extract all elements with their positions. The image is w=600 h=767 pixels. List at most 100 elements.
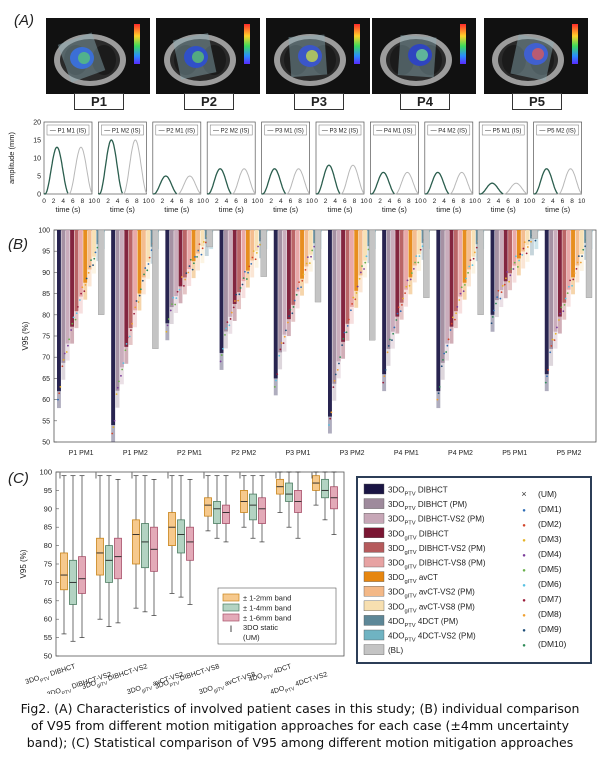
box (249, 493, 257, 521)
bar-uncertainty-band (534, 230, 539, 250)
bar-scatter-point (111, 432, 114, 435)
bar (471, 230, 476, 257)
motion-xtick: 0 (42, 198, 46, 205)
bar-scatter-point (68, 338, 71, 341)
bar (70, 230, 75, 327)
bar-scatter-point (310, 255, 312, 258)
bar (78, 230, 83, 297)
legend-marker-symbol: ● (522, 508, 526, 514)
bar-scatter-point (300, 286, 302, 289)
static-legend-sub: (UM) (243, 633, 260, 642)
bar (241, 230, 246, 282)
motion-xtick: 0 (369, 198, 373, 205)
motion-trace-light (176, 175, 202, 195)
bar (200, 230, 205, 247)
motion-legend-box (427, 124, 471, 136)
bar (571, 230, 575, 278)
bar-scatter-point (305, 262, 308, 265)
bar-scatter-point (559, 312, 562, 315)
bar-scatter-point (508, 280, 511, 283)
bar-scatter-point (184, 278, 187, 281)
motion-xlabel: time (s) (491, 205, 517, 214)
bar-scatter-point (230, 311, 233, 314)
box-ytick-label: 50 (44, 652, 52, 661)
motion-xtick: 8 (244, 198, 248, 205)
panel-label-a: (A) (14, 12, 34, 29)
bar-scatter-point (124, 349, 127, 352)
bar-baseline (477, 229, 484, 315)
motion-panel-title: — P3 M2 (IS) (322, 129, 358, 135)
bar-scatter-point (355, 292, 358, 294)
bar-scatter-point (569, 279, 571, 282)
bar-scatter-point (81, 286, 84, 289)
motion-ytick: 0 (37, 192, 41, 199)
bar-scatter-point (120, 374, 122, 377)
bar-scatter-point (175, 297, 178, 300)
bar-scatter-point (334, 373, 337, 376)
bar-scatter-point (219, 360, 222, 363)
motion-panel-title: — P4 M1 (IS) (376, 129, 412, 135)
bar-scatter-point (446, 344, 449, 347)
bar-scatter-point (198, 243, 201, 246)
legend-swatch (363, 585, 385, 597)
bar-scatter-point (534, 239, 537, 242)
bar-baseline (531, 229, 538, 239)
box (204, 497, 212, 517)
box-static-marker: I (167, 472, 169, 481)
motion-xtick: 4 (497, 198, 501, 205)
motion-trace-dark (533, 168, 559, 195)
box (213, 501, 221, 524)
legend-swatch (363, 527, 385, 538)
bar (499, 230, 504, 291)
bar-scatter-point (172, 296, 175, 299)
bar-scatter-point (289, 308, 292, 311)
bar-scatter-point (384, 369, 387, 371)
motion-xtick: 6 (397, 198, 401, 205)
box (141, 523, 149, 569)
approach-legend-entries: 3DOPTV DIBHCT 3DOPTV DIBHCT (PM) 3DOPTV DI… (363, 483, 567, 655)
bar (295, 230, 300, 292)
bar-scatter-point (273, 385, 276, 388)
bar (503, 230, 508, 282)
bar-scatter-point (135, 300, 138, 302)
band-legend-swatch (222, 603, 240, 612)
bar-scatter-point (128, 335, 131, 338)
bar (92, 230, 96, 257)
bar (232, 230, 237, 304)
bar-scatter-point (150, 249, 153, 252)
bar-scatter-point (556, 326, 558, 329)
bar-scatter-point (412, 267, 415, 270)
motion-xtick: 8 (81, 198, 85, 205)
motion-xtick: 0 (205, 198, 209, 205)
bar-scatter-point (363, 268, 365, 270)
band-legend-swatch (222, 593, 240, 602)
bar-scatter-point (75, 312, 78, 315)
bar-scatter-point (279, 348, 282, 351)
box (222, 504, 230, 524)
legend-swatch (363, 615, 385, 626)
bar-scatter-point (224, 333, 226, 336)
bar-scatter-point (365, 255, 368, 258)
bar-scatter-point (554, 332, 557, 335)
bar-scatter-point (438, 385, 441, 388)
bar-scatter-point (183, 285, 185, 287)
bar-scatter-point (419, 248, 422, 251)
bar-scatter-point (63, 352, 66, 355)
bar (467, 230, 471, 270)
bar-scatter-point (244, 270, 246, 273)
bar-ytick-label: 85 (42, 291, 50, 298)
bar-scatter-point (241, 283, 244, 286)
legend-marker-label: (DM6) (538, 579, 562, 589)
motion-xtick: 10 (415, 198, 423, 205)
motion-legend-box (264, 124, 307, 136)
bar-scatter-point (576, 261, 579, 264)
bar-scatter-point (383, 375, 386, 378)
bar (449, 230, 454, 327)
bar (386, 230, 391, 349)
motion-xtick: 10 (578, 198, 586, 205)
bar-scatter-point (515, 255, 517, 258)
motion-xtick: 0 (314, 198, 318, 205)
bar (291, 230, 296, 305)
bar-scatter-point (116, 386, 119, 389)
